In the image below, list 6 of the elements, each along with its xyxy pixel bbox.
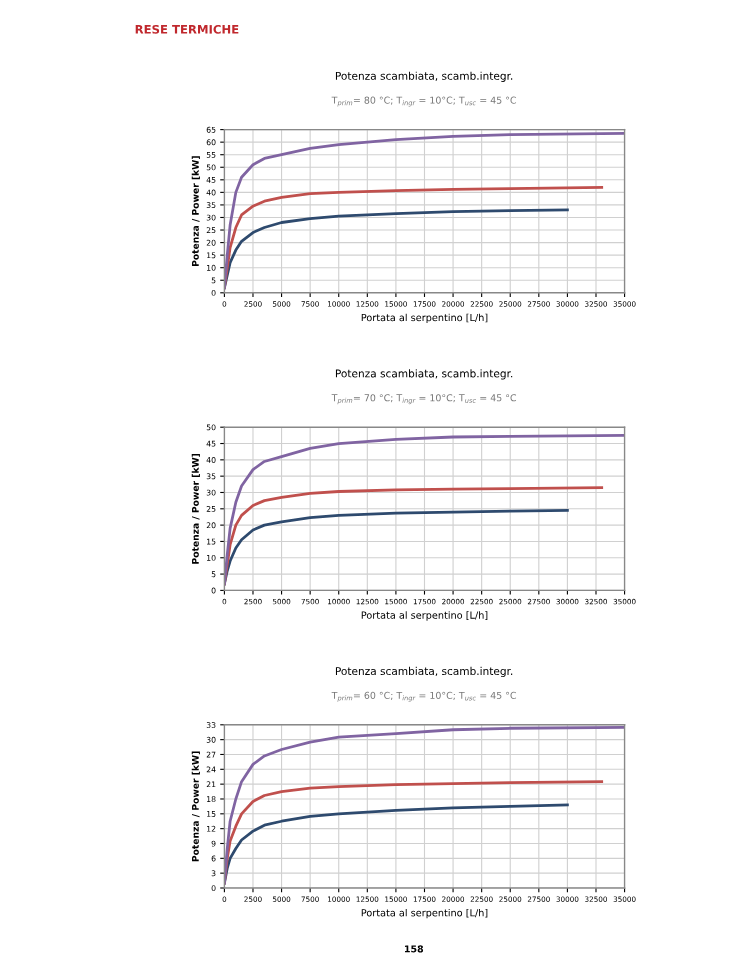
- line-series: [224, 803, 569, 885]
- line-series: [224, 208, 569, 290]
- line-series: [224, 131, 625, 290]
- line-series: [224, 433, 625, 586]
- line-series: [224, 725, 625, 885]
- line-series: [224, 509, 569, 586]
